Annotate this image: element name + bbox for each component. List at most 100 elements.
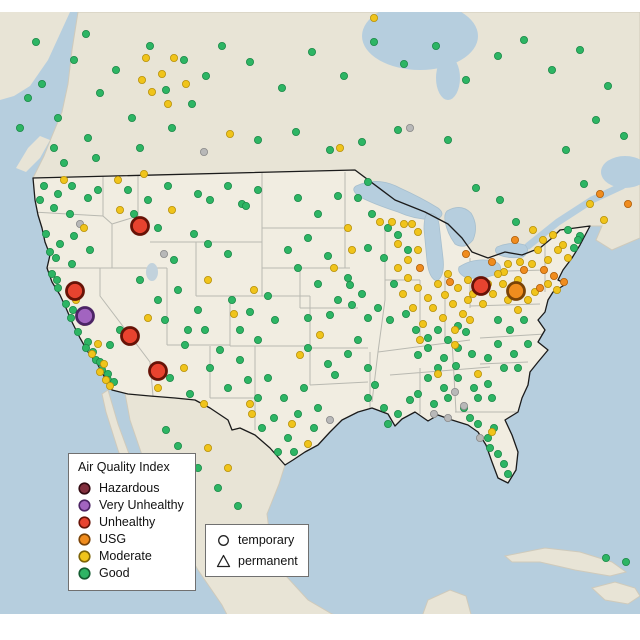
station-marker-good[interactable] xyxy=(215,345,224,354)
station-marker-good[interactable] xyxy=(357,289,366,298)
station-marker-usg[interactable] xyxy=(415,263,424,272)
station-marker-moderate[interactable] xyxy=(315,330,324,339)
station-marker-moderate[interactable] xyxy=(229,309,238,318)
station-marker-moderate[interactable] xyxy=(423,293,432,302)
station-marker-gray[interactable] xyxy=(325,415,334,424)
station-marker-moderate[interactable] xyxy=(375,217,384,226)
station-marker-good[interactable] xyxy=(173,441,182,450)
station-marker-good[interactable] xyxy=(580,179,589,188)
station-marker-good[interactable] xyxy=(401,309,410,318)
station-marker-moderate[interactable] xyxy=(116,205,125,214)
station-marker-moderate[interactable] xyxy=(147,88,156,97)
station-marker-good[interactable] xyxy=(353,335,362,344)
station-marker-moderate[interactable] xyxy=(514,305,523,314)
station-marker-good[interactable] xyxy=(253,393,262,402)
station-marker-good[interactable] xyxy=(325,310,334,319)
station-marker-good[interactable] xyxy=(205,363,214,372)
station-marker-good[interactable] xyxy=(303,313,312,322)
station-marker-gray[interactable] xyxy=(405,124,414,133)
station-marker-moderate[interactable] xyxy=(529,225,538,234)
station-marker-moderate[interactable] xyxy=(564,253,573,262)
station-marker-moderate[interactable] xyxy=(418,319,427,328)
station-marker-moderate[interactable] xyxy=(478,299,487,308)
station-marker-good[interactable] xyxy=(439,383,448,392)
station-marker-moderate[interactable] xyxy=(167,205,176,214)
station-marker-gray[interactable] xyxy=(159,249,168,258)
station-marker-good[interactable] xyxy=(483,353,492,362)
station-marker-good[interactable] xyxy=(309,423,318,432)
station-marker-good[interactable] xyxy=(576,46,585,55)
station-marker-good[interactable] xyxy=(245,307,254,316)
station-marker-good[interactable] xyxy=(54,283,63,292)
station-marker-good[interactable] xyxy=(604,82,613,91)
station-marker-good[interactable] xyxy=(257,423,266,432)
station-marker-good[interactable] xyxy=(303,343,312,352)
station-marker-good[interactable] xyxy=(160,315,169,324)
station-marker-moderate[interactable] xyxy=(487,427,496,436)
station-marker-good[interactable] xyxy=(193,189,202,198)
station-marker-moderate[interactable] xyxy=(534,245,543,254)
station-marker-good[interactable] xyxy=(347,300,356,309)
station-marker-moderate[interactable] xyxy=(245,399,254,408)
station-marker-gray[interactable] xyxy=(199,147,208,156)
station-marker-good[interactable] xyxy=(283,245,292,254)
station-marker-good[interactable] xyxy=(333,295,342,304)
station-marker-moderate[interactable] xyxy=(106,381,115,390)
station-marker-good[interactable] xyxy=(363,393,372,402)
station-marker-moderate[interactable] xyxy=(498,279,507,288)
station-marker-good[interactable] xyxy=(235,355,244,364)
station-marker-good[interactable] xyxy=(193,305,202,314)
station-marker-good[interactable] xyxy=(165,373,174,382)
station-marker-good[interactable] xyxy=(143,195,152,204)
station-marker-good[interactable] xyxy=(345,280,354,289)
station-marker-moderate[interactable] xyxy=(453,283,462,292)
station-marker-good[interactable] xyxy=(429,399,438,408)
station-marker-good[interactable] xyxy=(411,325,420,334)
station-marker-moderate[interactable] xyxy=(458,309,467,318)
station-marker-moderate[interactable] xyxy=(403,255,412,264)
station-marker-good[interactable] xyxy=(243,375,252,384)
station-marker-good[interactable] xyxy=(379,403,388,412)
station-marker-good[interactable] xyxy=(313,403,322,412)
station-marker-moderate[interactable] xyxy=(463,275,472,284)
station-marker-moderate[interactable] xyxy=(450,325,459,334)
station-marker-moderate[interactable] xyxy=(450,340,459,349)
alert-marker-unhealthy[interactable] xyxy=(148,361,168,381)
station-marker-good[interactable] xyxy=(153,295,162,304)
station-marker-moderate[interactable] xyxy=(393,239,402,248)
station-marker-usg[interactable] xyxy=(520,265,529,274)
station-marker-good[interactable] xyxy=(461,327,470,336)
station-marker-usg[interactable] xyxy=(510,235,519,244)
station-marker-good[interactable] xyxy=(112,66,121,75)
station-marker-good[interactable] xyxy=(379,253,388,262)
station-marker-good[interactable] xyxy=(293,193,302,202)
station-marker-usg[interactable] xyxy=(596,189,605,198)
station-marker-good[interactable] xyxy=(592,116,601,125)
station-marker-moderate[interactable] xyxy=(549,230,558,239)
station-marker-usg[interactable] xyxy=(560,277,569,286)
station-marker-good[interactable] xyxy=(70,56,79,65)
station-marker-good[interactable] xyxy=(570,243,579,252)
station-marker-good[interactable] xyxy=(483,379,492,388)
station-marker-usg[interactable] xyxy=(487,257,496,266)
station-marker-good[interactable] xyxy=(439,353,448,362)
alert-marker-unhealthy[interactable] xyxy=(120,326,140,346)
station-marker-moderate[interactable] xyxy=(488,289,497,298)
station-marker-usg[interactable] xyxy=(550,271,559,280)
alert-marker-unhealthy[interactable] xyxy=(471,276,491,296)
station-marker-good[interactable] xyxy=(269,413,278,422)
station-marker-moderate[interactable] xyxy=(524,295,533,304)
station-marker-good[interactable] xyxy=(227,295,236,304)
station-marker-good[interactable] xyxy=(495,195,504,204)
station-marker-good[interactable] xyxy=(53,275,62,284)
station-marker-moderate[interactable] xyxy=(438,313,447,322)
station-marker-moderate[interactable] xyxy=(413,283,422,292)
station-marker-good[interactable] xyxy=(471,183,480,192)
station-marker-moderate[interactable] xyxy=(463,295,472,304)
station-marker-good[interactable] xyxy=(68,181,77,190)
station-marker-gray[interactable] xyxy=(429,409,438,418)
station-marker-moderate[interactable] xyxy=(60,175,69,184)
station-marker-moderate[interactable] xyxy=(528,259,537,268)
station-marker-good[interactable] xyxy=(483,433,492,442)
station-marker-good[interactable] xyxy=(465,413,474,422)
